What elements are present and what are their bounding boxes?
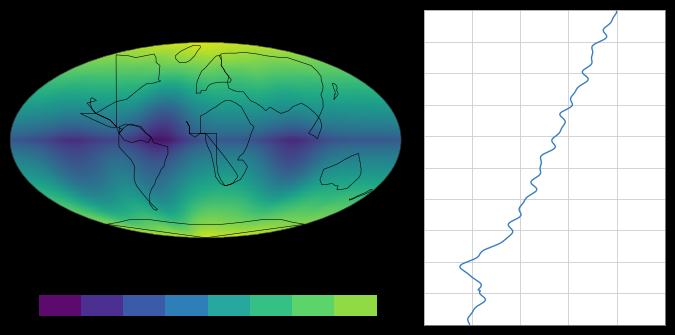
Bar [292,295,335,316]
Bar [81,295,123,316]
Bar [335,295,377,316]
Bar [123,295,165,316]
Bar [38,295,81,316]
Bar [250,295,292,316]
Bar [165,295,208,316]
Bar [208,295,250,316]
